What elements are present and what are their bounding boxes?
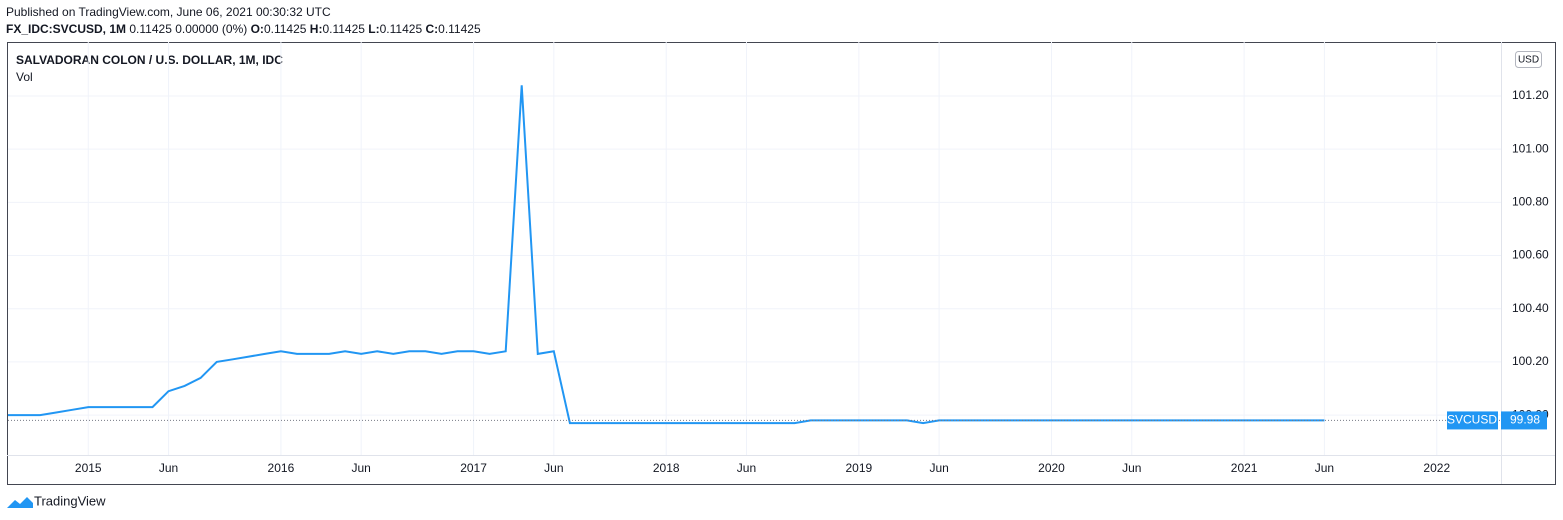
- y-tick-label: 100.60: [1512, 248, 1549, 262]
- ohlc-value: 0.11425: [263, 22, 307, 36]
- ohlc: O:0.11425 H:0.11425 L:0.11425 C:0.11425: [251, 22, 481, 36]
- y-tick-label: 101.20: [1512, 88, 1549, 102]
- y-tick-label: 100.20: [1512, 354, 1549, 368]
- ohlc-label: H:: [309, 22, 323, 36]
- x-tick-label: Jun: [544, 461, 563, 475]
- x-tick-label: 2016: [268, 461, 295, 475]
- x-tick-label: 2021: [1231, 461, 1258, 475]
- y-tick-label: 100.80: [1512, 195, 1549, 209]
- x-tick-label: Jun: [737, 461, 756, 475]
- x-tick-label: Jun: [352, 461, 371, 475]
- x-tick-label: 2022: [1423, 461, 1450, 475]
- grid: [8, 42, 1501, 455]
- ohlc-value: 0.11425: [379, 22, 423, 36]
- ohlc-label: C:: [425, 22, 439, 36]
- x-tick-label: Jun: [1122, 461, 1141, 475]
- ohlc-label: L:: [368, 22, 380, 36]
- x-tick-label: Jun: [929, 461, 948, 475]
- brand: TradingView: [34, 493, 106, 508]
- change: 0.11425 0.00000 (0%): [129, 22, 248, 36]
- x-tick-label: 2018: [653, 461, 680, 475]
- symbol-line: FX_IDC:SVCUSD, 1M 0.11425 0.00000 (0%) O…: [6, 22, 481, 36]
- logo-icon: [7, 497, 33, 508]
- x-tick-label: 2015: [75, 461, 102, 475]
- symbol-badge: [1447, 411, 1498, 430]
- published: Published on TradingView.com, June 06, 2…: [6, 5, 331, 19]
- x-tick-label: Jun: [1315, 461, 1334, 475]
- y-tick-label: 100.40: [1512, 301, 1549, 315]
- x-tick-label: 2019: [845, 461, 872, 475]
- x-tick-label: 2020: [1038, 461, 1065, 475]
- indicator: Vol: [16, 70, 33, 84]
- last-price-badge: [1501, 411, 1547, 430]
- symbol-label: SVCUSD: [1447, 413, 1497, 427]
- ohlc-value: 0.11425: [438, 22, 481, 36]
- chart-title: SALVADORAN COLON / U.S. DOLLAR, 1M, IDC: [16, 53, 283, 67]
- last-price-label: 99.98: [1510, 413, 1540, 427]
- y-tick-label: 101.00: [1512, 141, 1549, 155]
- currency-badge[interactable]: [1515, 51, 1542, 68]
- x-tick-label: Jun: [159, 461, 178, 475]
- chart-frame: [7, 42, 1556, 485]
- x-tick-label: 2017: [460, 461, 487, 475]
- currency[interactable]: USD: [1518, 55, 1539, 66]
- symbol: FX_IDC:SVCUSD, 1M: [6, 22, 127, 36]
- ohlc-value: 0.11425: [322, 22, 365, 36]
- price-line: [8, 85, 1325, 425]
- logo: [7, 497, 33, 508]
- ohlc-label: O:: [250, 22, 264, 36]
